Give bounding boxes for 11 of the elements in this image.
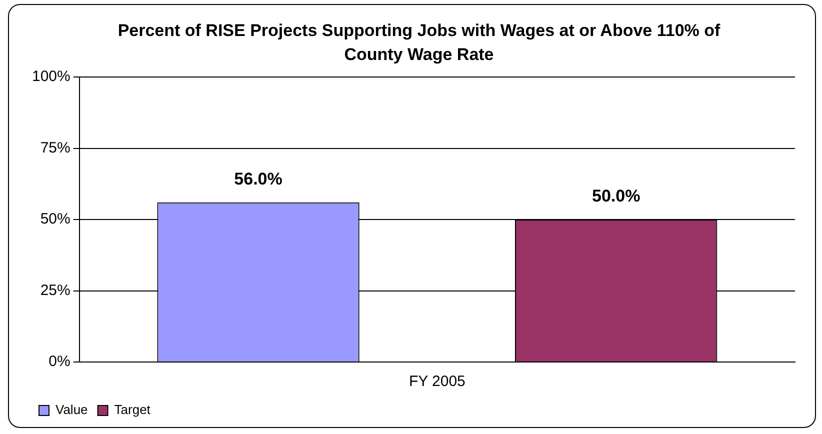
y-tick-label: 0% xyxy=(48,353,70,370)
x-tick-label: FY 2005 xyxy=(408,373,466,390)
legend-label: Target xyxy=(114,402,151,418)
data-label: 56.0% xyxy=(234,170,282,189)
data-label: 50.0% xyxy=(592,186,640,206)
y-tick-label: 50% xyxy=(40,210,70,228)
y-tick-label: 25% xyxy=(40,282,70,299)
y-tick-label: 75% xyxy=(40,139,70,156)
legend-label: Value xyxy=(56,402,88,418)
chart-title: Percent of RISE Projects Supporting Jobs with Wages at or Above 110% of County Wage Rate xyxy=(116,20,722,66)
y-tick-label: 100% xyxy=(32,68,70,86)
